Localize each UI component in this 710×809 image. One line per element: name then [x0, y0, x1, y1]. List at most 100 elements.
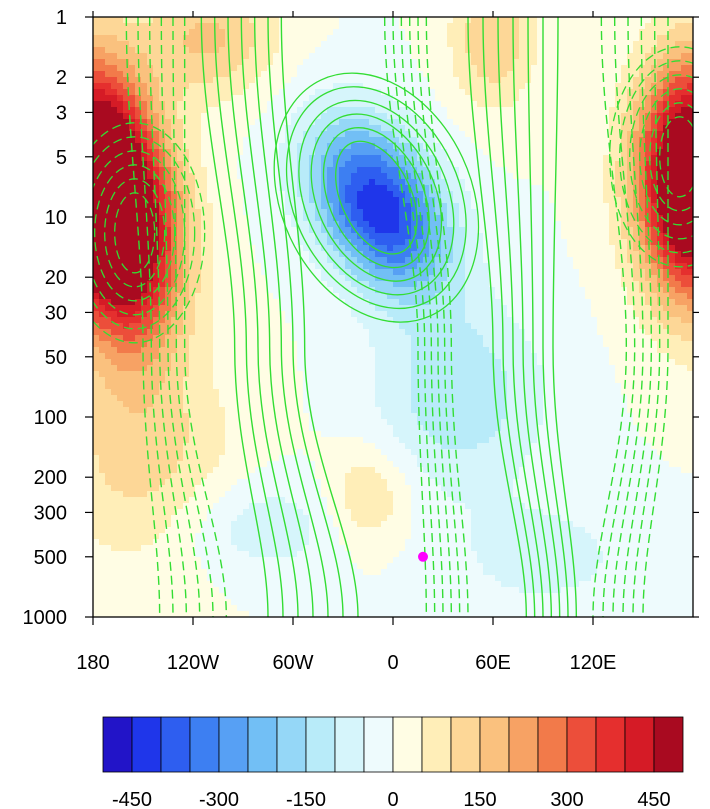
- colorbar-swatch: [305, 716, 336, 773]
- contour-positive: [285, 86, 467, 310]
- contour-lines: [93, 17, 693, 617]
- contour-negative: [602, 17, 636, 617]
- contour-positive: [253, 17, 329, 617]
- contour-positive: [200, 17, 269, 617]
- contour-negative: [639, 88, 693, 226]
- y-tick-label: 50: [45, 347, 67, 369]
- contour-negative: [619, 60, 693, 254]
- y-tick-label: 2: [56, 67, 67, 89]
- contour-negative: [632, 17, 661, 617]
- colorbar-swatch: [624, 716, 655, 773]
- colorbar-swatch: [189, 716, 220, 773]
- colorbar-swatch: [131, 716, 162, 773]
- contour-positive: [497, 17, 544, 617]
- colorbar-swatch: [218, 716, 249, 773]
- contour-positive: [298, 99, 455, 296]
- contour-negative: [114, 192, 156, 274]
- contour-negative: [642, 17, 669, 617]
- contour-negative: [592, 17, 628, 617]
- x-tick-label: 120W: [167, 652, 219, 674]
- y-tick-label: 3: [56, 102, 67, 124]
- contour-positive: [482, 17, 536, 617]
- contour-positive: [310, 113, 443, 282]
- colorbar-swatch: [247, 716, 278, 773]
- y-tick-label: 200: [34, 467, 67, 489]
- contour-positive: [267, 17, 344, 617]
- colorbar-swatch: [508, 716, 539, 773]
- contour-negative: [612, 17, 644, 617]
- y-tick-label: 1000: [23, 607, 68, 629]
- colorbar-tick-label: 450: [637, 789, 670, 809]
- colorbar-swatch: [566, 716, 597, 773]
- contour-positive: [527, 17, 561, 617]
- contour-negative: [649, 102, 693, 212]
- contour-negative: [392, 17, 436, 617]
- contour-negative: [104, 178, 166, 288]
- contour-negative: [148, 17, 188, 617]
- contour-negative: [609, 46, 693, 268]
- colorbar-swatch: [653, 716, 684, 773]
- contour-positive: [542, 17, 569, 617]
- contour-negative: [622, 17, 653, 617]
- contour-negative: [125, 17, 161, 617]
- x-tick-label: 60W: [272, 652, 313, 674]
- colorbar-swatch: [363, 716, 394, 773]
- contour-positive: [512, 17, 553, 617]
- contour-negative: [408, 17, 453, 617]
- y-tick-label: 10: [45, 207, 67, 229]
- y-tick-label: 20: [45, 267, 67, 289]
- contour-negative: [629, 74, 693, 240]
- x-axis: 180 120W 60W 0 60E 120E: [76, 11, 616, 674]
- colorbar-swatch: [160, 716, 191, 773]
- y-tick-label: 1: [56, 7, 67, 29]
- contour-positive: [240, 17, 314, 617]
- contour-positive: [273, 72, 480, 323]
- contour-positive: [227, 17, 299, 617]
- colorbar-swatch: [479, 716, 510, 773]
- contour-negative: [160, 17, 201, 617]
- x-tick-label: 0: [387, 652, 398, 674]
- colorbar-swatch: [595, 716, 626, 773]
- contour-negative: [94, 164, 176, 302]
- anomaly-field: [93, 17, 693, 617]
- contour-negative: [93, 150, 186, 316]
- colorbar-tick-label: 150: [463, 789, 496, 809]
- contour-negative: [417, 17, 461, 617]
- colorbar: -450 -300 -150 0 150 300 450: [102, 716, 684, 809]
- x-tick-label: 180: [76, 652, 109, 674]
- contour-positive: [322, 127, 430, 269]
- y-tick-label: 30: [45, 302, 67, 324]
- contour-negative: [183, 17, 228, 617]
- contour-negative: [93, 136, 196, 330]
- colorbar-swatch: [334, 716, 365, 773]
- contour-negative: [137, 17, 174, 617]
- colorbar-swatch: [102, 716, 133, 773]
- colorbar-swatch: [276, 716, 307, 773]
- colorbar-tick-label: 300: [550, 789, 583, 809]
- colorbar-tick-label: 0: [387, 789, 398, 809]
- contour-positive: [213, 17, 284, 617]
- colorbar-swatch: [392, 716, 423, 773]
- y-axis: 1 2 3 5 10 20 30 50 100 200 300 500 1000: [23, 7, 699, 629]
- x-tick-label: 120E: [570, 652, 617, 674]
- colorbar-swatch: [421, 716, 452, 773]
- contour-negative: [400, 17, 444, 617]
- contour-negative: [659, 116, 693, 198]
- colorbar-tick-label: -150: [286, 789, 326, 809]
- contour-positive: [552, 17, 578, 617]
- colorbar-tick-label: -300: [199, 789, 239, 809]
- x-tick-label: 60E: [475, 652, 511, 674]
- contour-negative: [172, 17, 214, 617]
- y-tick-label: 500: [34, 547, 67, 569]
- contour-negative: [93, 122, 206, 344]
- colorbar-swatch: [450, 716, 481, 773]
- y-tick-label: 5: [56, 147, 67, 169]
- y-tick-label: 100: [34, 407, 67, 429]
- contour-positive: [335, 140, 418, 255]
- contour-positive: [467, 17, 528, 617]
- colorbar-swatch: [537, 716, 568, 773]
- contour-negative: [383, 17, 428, 617]
- contour-positive: [280, 17, 359, 617]
- location-marker: [418, 551, 428, 562]
